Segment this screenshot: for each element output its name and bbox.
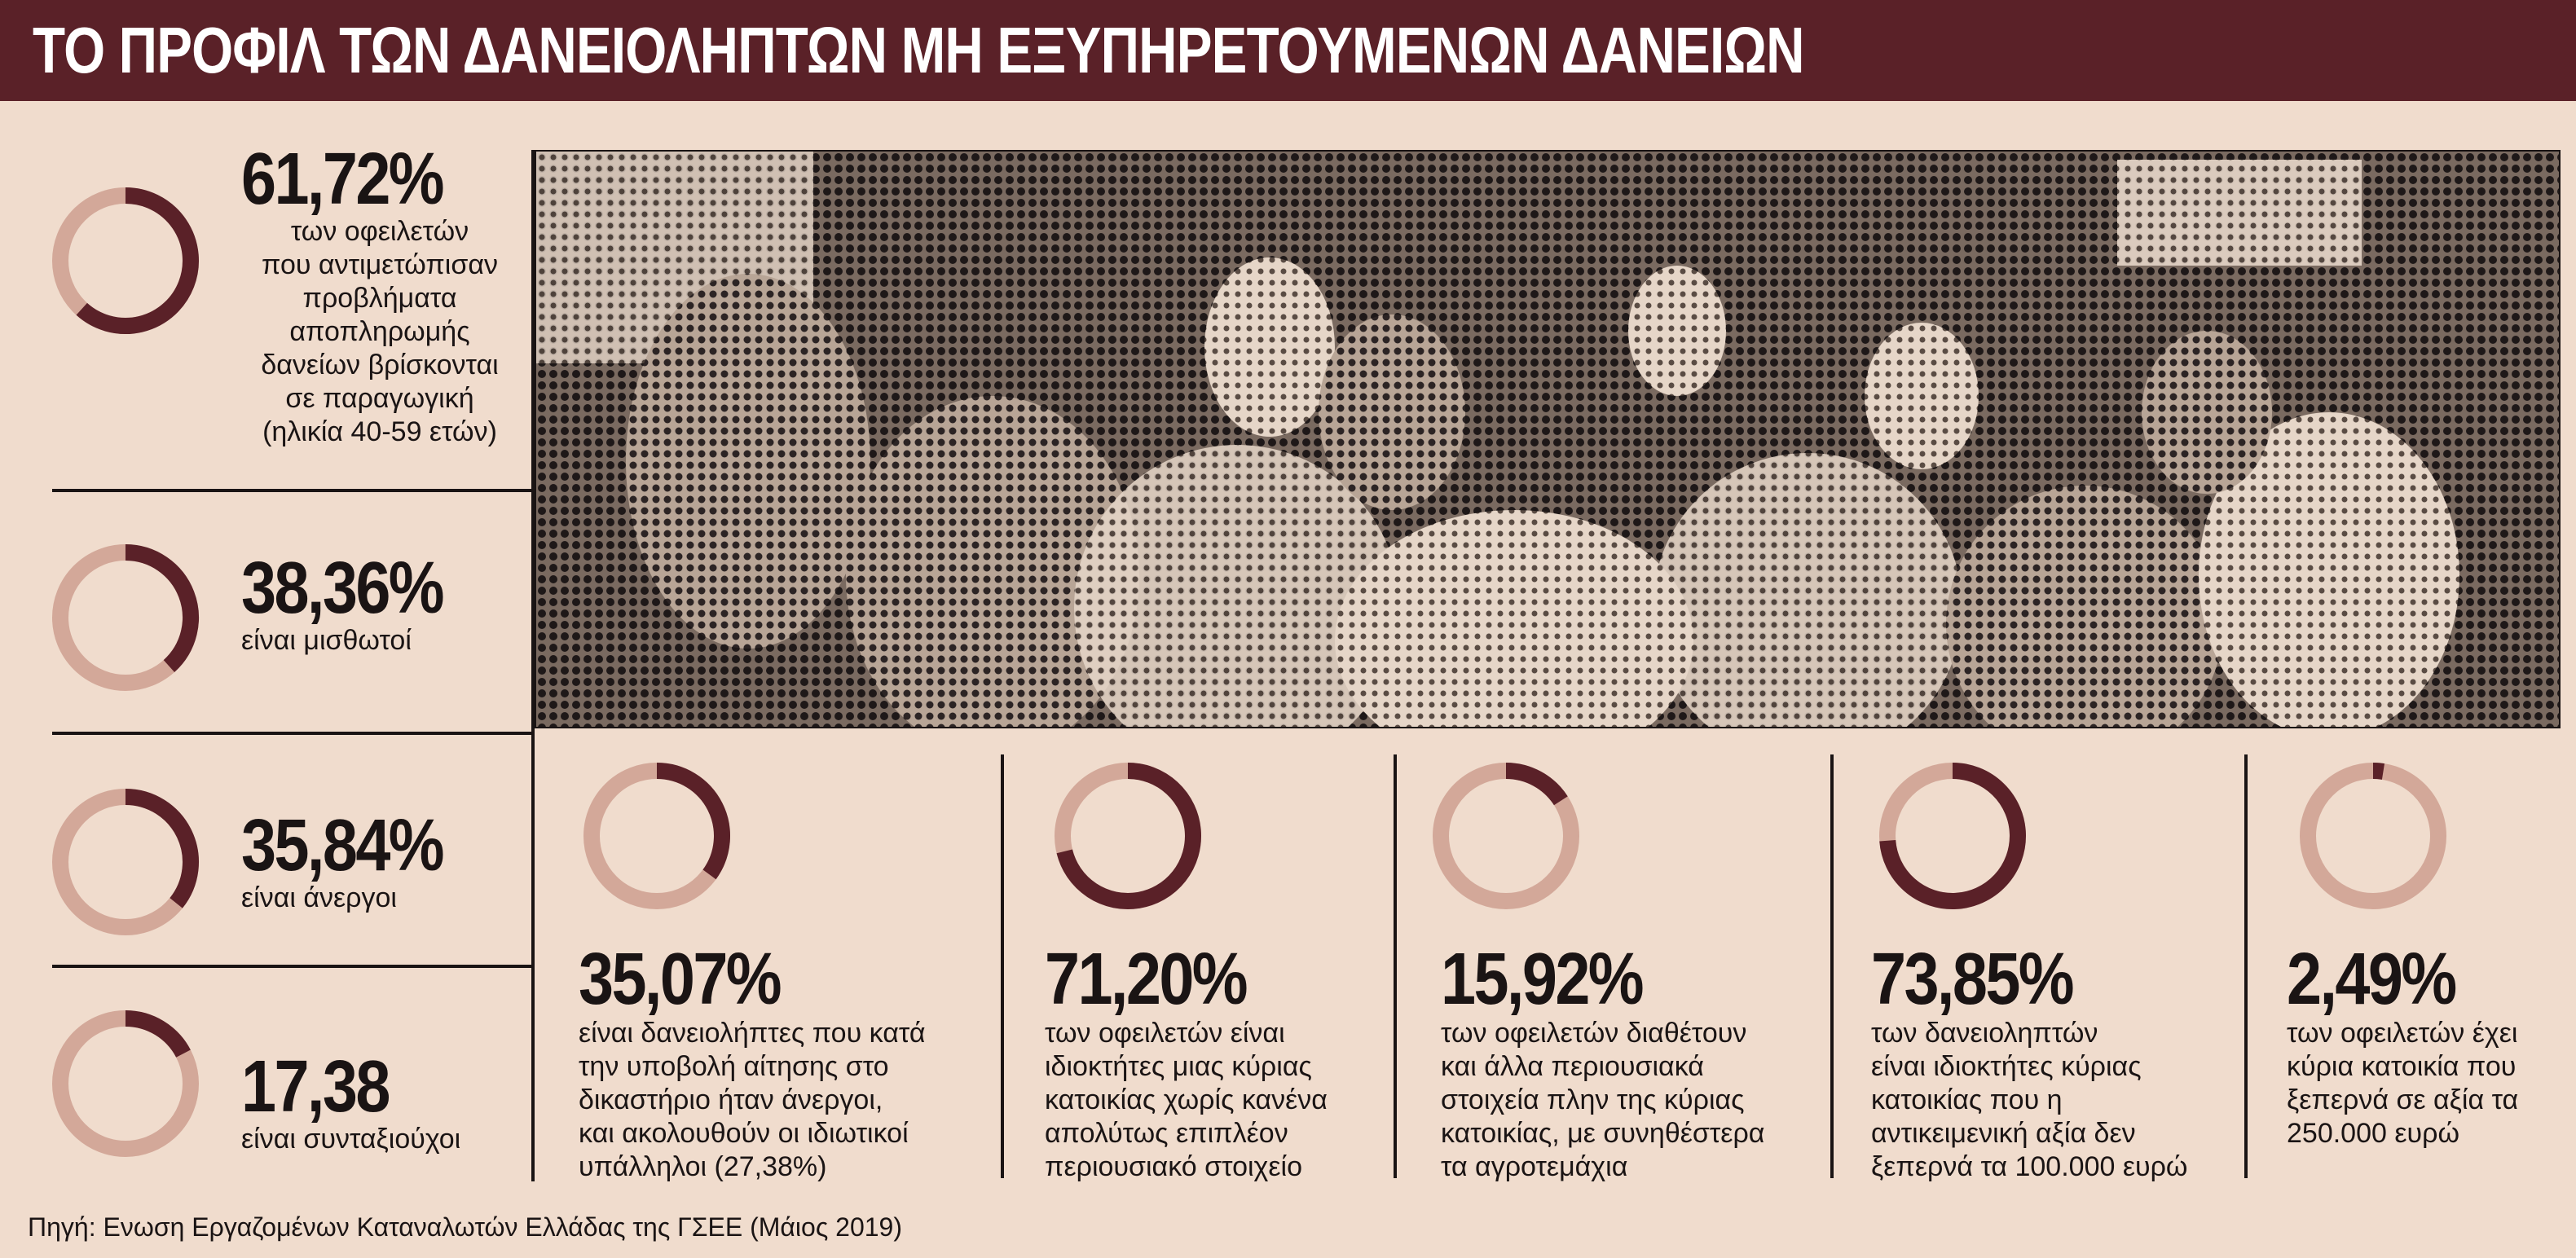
text-line: κατοικίας που η xyxy=(1871,1084,2063,1115)
divider xyxy=(52,732,535,735)
text-line: και άλλα περιουσιακά xyxy=(1441,1051,1704,1082)
text-line: κατοικίας χωρίς κανένα xyxy=(1045,1084,1328,1115)
text-line: ξεπερνά τα 100.000 ευρώ xyxy=(1871,1151,2188,1182)
crowd-photo xyxy=(535,150,2561,728)
text-line: των οφειλετών διαθέτουν xyxy=(1441,1018,1747,1049)
donut-value-slice xyxy=(76,187,199,334)
donut-value-slice xyxy=(2372,763,2385,780)
donut-value-slice xyxy=(125,1010,191,1058)
text-line: και ακολουθούν οι ιδιωτικοί xyxy=(579,1118,909,1149)
stat-value: 61,72% xyxy=(241,139,445,220)
text-line: ξεπερνά σε αξία τα xyxy=(2287,1084,2519,1115)
donut-chart-single-home xyxy=(1055,763,1201,909)
text-line: των οφειλετών είναι xyxy=(1045,1018,1285,1049)
donut-value-slice xyxy=(125,544,199,672)
column-divider xyxy=(1830,754,1834,1178)
column-divider xyxy=(2244,754,2248,1178)
text-line: 250.000 ευρώ xyxy=(2287,1118,2459,1149)
text-line: αντικειμενική αξία δεν xyxy=(1871,1118,2136,1149)
divider xyxy=(52,965,535,968)
stat-value: 2,49% xyxy=(2287,939,2457,1020)
text-line: υπάλληλοι (27,38%) xyxy=(579,1151,827,1182)
stat-unemployed-at-filing: 35,07% είναι δανειολήπτες που κατά την υ… xyxy=(579,939,986,1184)
text-line: σε παραγωγική xyxy=(285,383,474,414)
stat-value: 71,20% xyxy=(1045,939,1248,1020)
text-line: των οφειλετών έχει xyxy=(2287,1018,2518,1049)
donut-chart-unemployed-at-filing xyxy=(583,763,730,909)
column-divider xyxy=(531,150,535,1181)
donut-chart-age xyxy=(52,187,199,334)
donut-chart-home-over-250k xyxy=(2300,763,2446,909)
donut-chart-pensioners xyxy=(52,1010,199,1157)
text-line: κύρια κατοικία που xyxy=(2287,1051,2517,1082)
text-line: στοιχεία πλην της κύριας xyxy=(1441,1084,1745,1115)
text-line: τα αγροτεμάχια xyxy=(1441,1151,1628,1182)
stat-description: των δανειοληπτών είναι ιδιοκτήτες κύριας… xyxy=(1871,1017,2238,1184)
text-line: που αντιμετώπισαν xyxy=(262,249,498,280)
donut-value-slice xyxy=(1879,763,2026,909)
donut-value-slice xyxy=(125,789,199,908)
stat-description: των οφειλετών είναι ιδιοκτήτες μιας κύρι… xyxy=(1045,1017,1387,1184)
source-note: Πηγή: Ενωση Εργαζομένων Καταναλωτών Ελλά… xyxy=(28,1212,902,1242)
donut-value-slice xyxy=(1505,763,1568,806)
stat-value: 35,07% xyxy=(579,939,782,1020)
text-line: προβλήματα xyxy=(302,283,457,314)
stat-description: είναι μισθωτοί xyxy=(241,624,518,658)
stat-description: είναι συνταξιούχοι xyxy=(241,1123,518,1156)
title-bar: ΤΟ ΠΡΟΦΙΛ ΤΩΝ ΔΑΝΕΙΟΛΗΠΤΩΝ ΜΗ ΕΞΥΠΗΡΕΤΟΥ… xyxy=(0,0,2576,101)
stat-other-assets: 15,92% των οφειλετών διαθέτουν και άλλα … xyxy=(1441,939,1824,1184)
column-divider xyxy=(1394,754,1397,1178)
divider xyxy=(52,489,535,492)
stat-value: 73,85% xyxy=(1871,939,2075,1020)
donut-chart-home-under-100k xyxy=(1879,763,2026,909)
stat-single-home: 71,20% των οφειλετών είναι ιδιοκτήτες μι… xyxy=(1045,939,1387,1184)
stat-value: 17,38 xyxy=(241,1046,390,1128)
text-line: κατοικίας, με συνηθέστερα xyxy=(1441,1118,1765,1149)
text-line: (ηλικία 40-59 ετών) xyxy=(262,416,497,447)
text-line: των δανειοληπτών xyxy=(1871,1018,2098,1049)
stat-description: είναι δανειολήπτες που κατά την υποβολή … xyxy=(579,1017,986,1184)
donut-chart-other-assets xyxy=(1433,763,1579,909)
page-title: ΤΟ ΠΡΟΦΙΛ ΤΩΝ ΔΑΝΕΙΟΛΗΠΤΩΝ ΜΗ ΕΞΥΠΗΡΕΤΟΥ… xyxy=(33,14,1805,86)
stat-age: 61,72% των οφειλετών που αντιμετώπισαν π… xyxy=(241,139,518,449)
text-line: δανείων βρίσκονται xyxy=(261,350,499,380)
stat-description: των οφειλετών διαθέτουν και άλλα περιουσ… xyxy=(1441,1017,1824,1184)
stat-home-under-100k: 73,85% των δανειοληπτών είναι ιδιοκτήτες… xyxy=(1871,939,2238,1184)
text-line: απολύτως επιπλέον xyxy=(1045,1118,1288,1149)
text-line: περιουσιακό στοιχείο xyxy=(1045,1151,1303,1182)
stat-value: 15,92% xyxy=(1441,939,1645,1020)
stat-unemployed: 35,84% είναι άνεργοι xyxy=(241,805,518,915)
donut-chart-salaried xyxy=(52,544,199,691)
stat-salaried: 38,36% είναι μισθωτοί xyxy=(241,548,518,658)
text-line: είναι άνεργοι xyxy=(241,882,397,913)
stat-pensioners: 17,38 είναι συνταξιούχοι xyxy=(241,1046,518,1156)
text-line: είναι μισθωτοί xyxy=(241,625,412,656)
text-line: δικαστήριο ήταν άνεργοι, xyxy=(579,1084,883,1115)
stat-home-over-250k: 2,49% των οφειλετών έχει κύρια κατοικία … xyxy=(2287,939,2572,1150)
donut-value-slice xyxy=(656,763,730,880)
text-line: των οφειλετών xyxy=(290,216,469,247)
stat-description: των οφειλετών έχει κύρια κατοικία που ξε… xyxy=(2287,1017,2572,1150)
text-line: την υποβολή αίτησης στο xyxy=(579,1051,889,1082)
donut-value-slice xyxy=(1056,763,1201,909)
stat-value: 38,36% xyxy=(241,548,445,629)
text-line: είναι συνταξιούχοι xyxy=(241,1124,461,1155)
text-line: ιδιοκτήτες μιας κύριας xyxy=(1045,1051,1312,1082)
stat-description: είναι άνεργοι xyxy=(241,882,518,915)
text-line: αποπληρωμής xyxy=(289,316,470,347)
text-line: είναι δανειολήπτες που κατά xyxy=(579,1018,926,1049)
text-line: είναι ιδιοκτήτες κύριας xyxy=(1871,1051,2142,1082)
column-divider xyxy=(1001,754,1004,1178)
stat-description: των οφειλετών που αντιμετώπισαν προβλήμα… xyxy=(241,215,518,449)
donut-remainder-slice xyxy=(2300,763,2446,909)
donut-chart-unemployed xyxy=(52,789,199,935)
stat-value: 35,84% xyxy=(241,805,445,886)
